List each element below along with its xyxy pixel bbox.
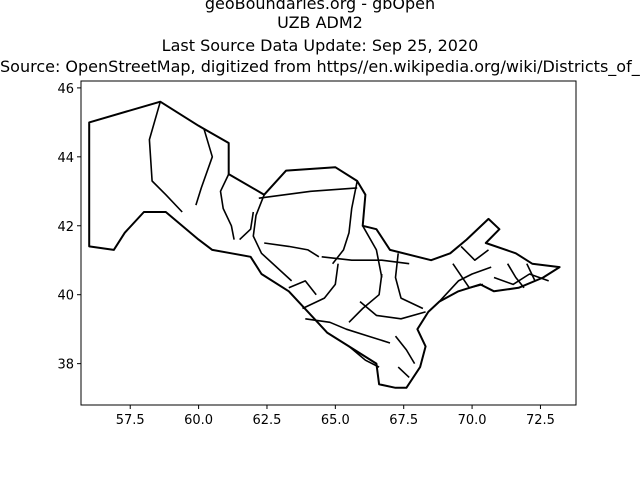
district-boundary: [362, 225, 383, 278]
district-boundary: [195, 129, 214, 206]
district-boundary: [394, 335, 416, 365]
district-boundary: [348, 273, 383, 323]
map-geometry-layer: [88, 100, 561, 389]
district-boundary: [331, 180, 358, 265]
x-tick-label: 65.0: [321, 413, 350, 428]
district-boundary: [148, 101, 183, 213]
y-axis: 38 40 42 44 46: [57, 82, 81, 373]
y-tick-label: 42: [57, 220, 74, 235]
map-title-line-2: UZB ADM2: [277, 13, 363, 32]
district-boundary: [452, 263, 484, 289]
district-boundary: [506, 263, 525, 289]
district-boundary: [526, 263, 536, 282]
x-tick-label: 60.0: [184, 413, 213, 428]
district-boundary: [397, 366, 410, 378]
y-tick-label: 38: [57, 358, 74, 373]
district-boundary: [460, 245, 489, 261]
x-axis: 57.5 60.0 62.5 65.0 67.5 70.0 72.5: [116, 405, 555, 428]
district-boundary: [348, 345, 380, 368]
district-boundary: [258, 187, 358, 199]
district-boundary: [252, 194, 293, 282]
district-boundary: [359, 300, 426, 320]
district-boundary: [264, 242, 320, 258]
map-title-line-1: geoBoundaries.org - gbOpen: [204, 0, 436, 13]
district-boundary: [321, 256, 410, 265]
axes-frame: [80, 80, 577, 406]
x-tick-label: 70.0: [458, 413, 487, 428]
x-tick-label: 72.5: [526, 413, 555, 428]
district-boundary: [239, 211, 255, 241]
district-boundary: [219, 173, 235, 240]
y-tick-label: 46: [57, 82, 74, 97]
map-title-line-4: Source: OpenStreetMap, digitized from ht…: [0, 57, 640, 76]
country-outline: [88, 100, 561, 389]
y-tick-label: 40: [57, 289, 74, 304]
x-tick-label: 57.5: [116, 413, 145, 428]
district-boundary: [302, 263, 339, 310]
x-tick-label: 62.5: [252, 413, 281, 428]
x-tick-label: 67.5: [389, 413, 418, 428]
district-boundary: [493, 273, 549, 286]
district-boundary: [438, 266, 492, 303]
map-title-line-3: Last Source Data Update: Sep 25, 2020: [161, 36, 479, 55]
district-boundary: [288, 280, 317, 296]
district-boundary: [305, 318, 391, 344]
district-boundary: [394, 253, 424, 310]
y-tick-label: 44: [57, 151, 74, 166]
